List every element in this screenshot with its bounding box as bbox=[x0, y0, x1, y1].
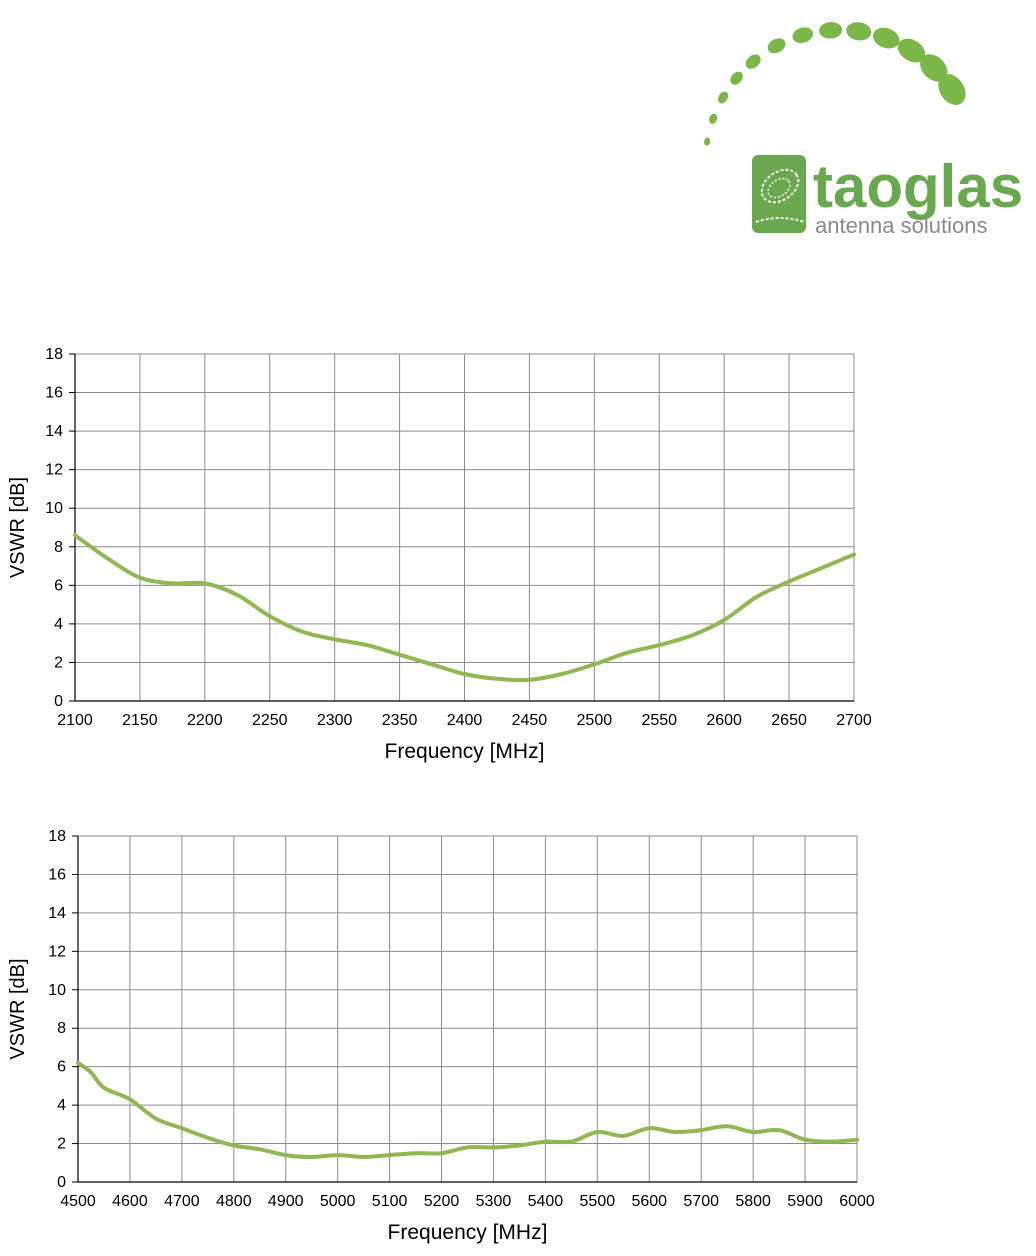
x-tick-label: 2450 bbox=[512, 712, 548, 729]
y-tick-label: 16 bbox=[48, 866, 66, 883]
y-tick-label: 6 bbox=[57, 1059, 66, 1076]
logo-dot bbox=[792, 27, 814, 43]
x-tick-label: 2500 bbox=[577, 712, 613, 729]
x-tick-label: 2400 bbox=[447, 712, 483, 729]
logo-dot bbox=[730, 71, 743, 85]
x-tick-label: 2150 bbox=[122, 712, 158, 729]
x-tick-label: 4500 bbox=[60, 1193, 96, 1210]
logo-dot bbox=[920, 54, 948, 82]
x-tick-label: 2200 bbox=[187, 712, 223, 729]
x-tick-label: 2650 bbox=[771, 712, 807, 729]
x-tick-label: 2600 bbox=[706, 712, 742, 729]
x-tick-label: 5500 bbox=[580, 1193, 616, 1210]
logo-dot bbox=[745, 54, 761, 69]
x-tick-label: 4700 bbox=[164, 1193, 200, 1210]
y-axis-title: VSWR [dB] bbox=[7, 958, 29, 1059]
logo-dot bbox=[709, 113, 718, 124]
logo-dot bbox=[938, 74, 966, 105]
logo-dot bbox=[704, 137, 711, 146]
logo-badge bbox=[752, 155, 806, 233]
vswr-series-line bbox=[76, 1060, 859, 1159]
logo-dot bbox=[767, 38, 786, 54]
y-tick-label: 18 bbox=[48, 828, 66, 845]
y-tick-label: 12 bbox=[45, 462, 63, 479]
x-tick-label: 5100 bbox=[372, 1193, 408, 1210]
x-tick-label: 6000 bbox=[839, 1193, 875, 1210]
y-tick-label: 2 bbox=[57, 1136, 66, 1153]
x-tick-label: 5600 bbox=[631, 1193, 667, 1210]
vswr-series-line bbox=[73, 533, 856, 683]
vswr-chart-low-band: 2100 2150 2200 2250 2300 2350 2400 2450 2500 2550… bbox=[7, 346, 872, 763]
logo-brand-text: taoglas bbox=[813, 153, 1023, 220]
x-tick-label: 5400 bbox=[528, 1193, 564, 1210]
x-tick-label: 5700 bbox=[683, 1193, 719, 1210]
x-tick-label: 4600 bbox=[112, 1193, 148, 1210]
logo-dot bbox=[718, 91, 729, 104]
x-axis-title: Frequency [MHz] bbox=[388, 1221, 548, 1244]
y-tick-label: 18 bbox=[45, 346, 63, 363]
vswr-chart-high-band: 4500 4600 4700 4800 4900 5000 5100 5200 5300 5400… bbox=[7, 828, 875, 1244]
logo-dot bbox=[819, 21, 843, 39]
y-tick-label: 10 bbox=[48, 982, 66, 999]
x-tick-label: 5300 bbox=[476, 1193, 512, 1210]
x-tick-label: 2300 bbox=[317, 712, 353, 729]
y-tick-label: 2 bbox=[54, 654, 63, 671]
y-tick-label: 0 bbox=[57, 1174, 66, 1191]
y-tick-label: 0 bbox=[54, 693, 63, 710]
y-tick-label: 12 bbox=[48, 943, 66, 960]
y-tick-label: 8 bbox=[54, 539, 63, 556]
taoglas-logo: taoglas antenna solutions bbox=[704, 21, 1023, 238]
y-tick-label: 14 bbox=[45, 423, 63, 440]
x-tick-label: 5800 bbox=[735, 1193, 771, 1210]
x-tick-label: 5200 bbox=[424, 1193, 460, 1210]
y-tick-label: 6 bbox=[54, 577, 63, 594]
logo-dot bbox=[897, 38, 926, 63]
logo-dot bbox=[872, 27, 900, 49]
x-tick-label: 5000 bbox=[320, 1193, 356, 1210]
y-axis-title: VSWR [dB] bbox=[7, 477, 29, 578]
x-tick-label: 2550 bbox=[641, 712, 677, 729]
logo-dot-arc bbox=[704, 21, 966, 146]
y-tick-label: 14 bbox=[48, 905, 66, 922]
x-axis-title: Frequency [MHz] bbox=[385, 740, 545, 763]
x-tick-label: 4800 bbox=[216, 1193, 252, 1210]
y-tick-label: 8 bbox=[57, 1020, 66, 1037]
logo-dot bbox=[846, 22, 872, 41]
x-tick-label: 2250 bbox=[252, 712, 288, 729]
y-tick-label: 4 bbox=[54, 616, 63, 633]
y-tick-label: 4 bbox=[57, 1097, 66, 1114]
x-tick-label: 4900 bbox=[268, 1193, 304, 1210]
y-tick-label: 16 bbox=[45, 385, 63, 402]
logo-tagline: antenna solutions bbox=[815, 213, 987, 238]
x-tick-label: 5900 bbox=[787, 1193, 823, 1210]
x-tick-label: 2350 bbox=[382, 712, 418, 729]
x-tick-label: 2100 bbox=[57, 712, 93, 729]
y-tick-label: 10 bbox=[45, 500, 63, 517]
x-tick-label: 2700 bbox=[836, 712, 872, 729]
